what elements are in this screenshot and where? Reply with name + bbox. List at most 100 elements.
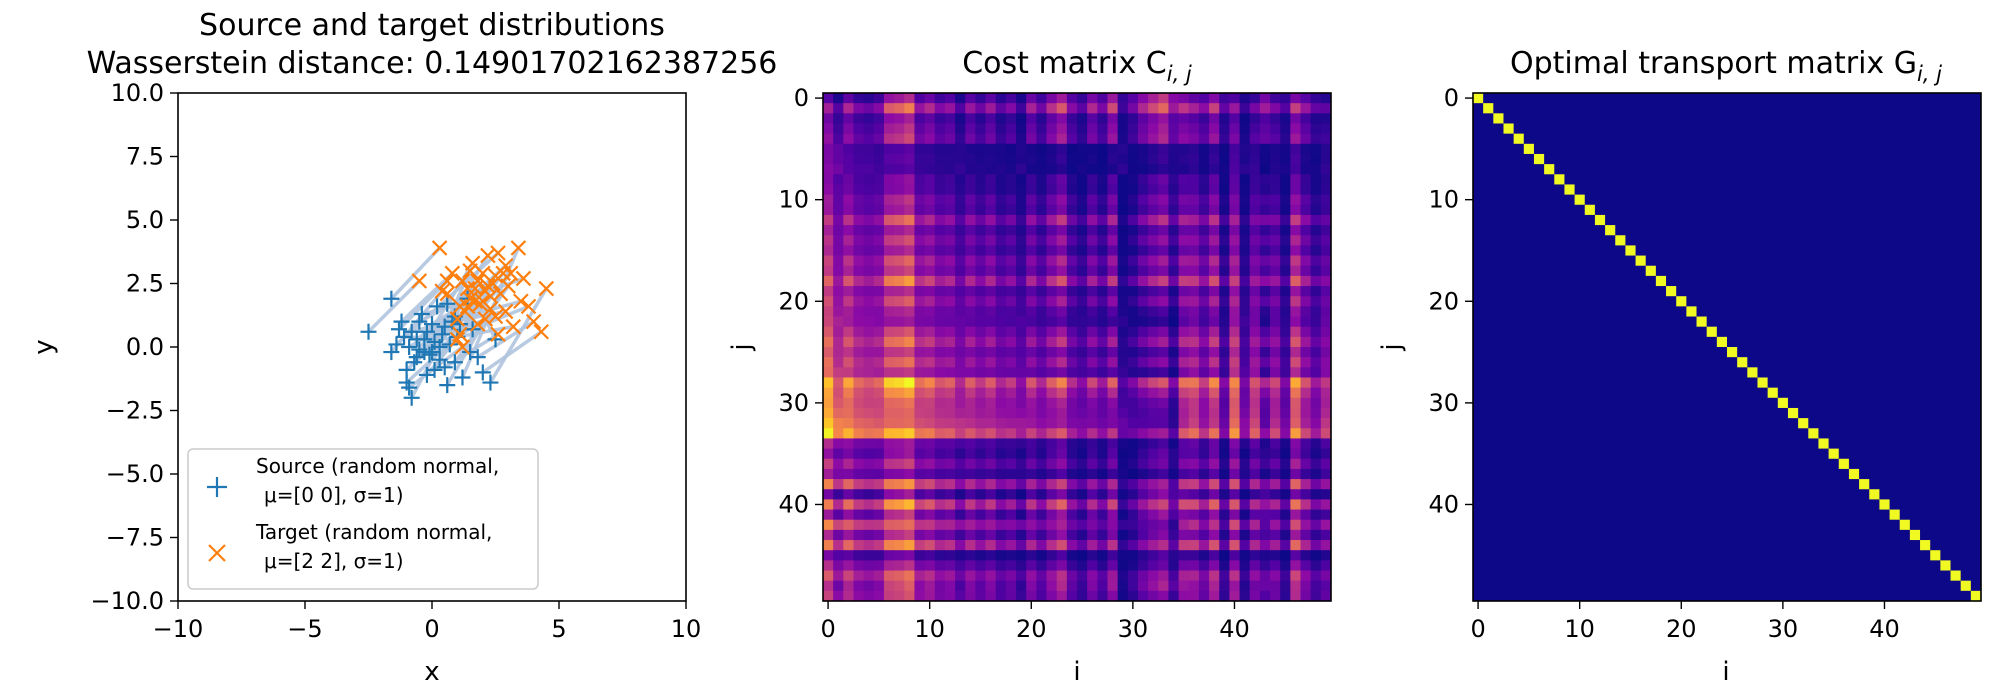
x-tick-label: 0 [424, 615, 439, 643]
cost-cell [863, 265, 875, 277]
cost-cell [1005, 184, 1017, 195]
cost-cell [863, 103, 875, 114]
cost-cell [1219, 103, 1230, 114]
cost-cell [1280, 387, 1291, 399]
cost-cell [1097, 214, 1108, 226]
cost-cell [1005, 448, 1017, 460]
cost-cell [1107, 590, 1119, 602]
cost-cell [1259, 509, 1271, 521]
cost-cell [1229, 296, 1240, 307]
cost-cell [1280, 468, 1291, 480]
cost-cell [1320, 418, 1332, 429]
source-point [436, 359, 453, 376]
cost-cell [853, 306, 865, 317]
cost-cell [833, 529, 844, 541]
cost-cell [1087, 265, 1098, 277]
cost-cell [1046, 133, 1058, 145]
cost-cell [1300, 143, 1312, 155]
cost-cell [1117, 296, 1129, 307]
cost-cell [853, 153, 865, 165]
legend-target-line2: μ=[2 2], σ=1) [264, 549, 404, 573]
cost-cell [955, 560, 966, 571]
cost-cell [1280, 123, 1291, 135]
mapping-line [367, 279, 421, 333]
cost-cell [955, 499, 966, 510]
cost-cell [833, 550, 844, 561]
cost-cell [823, 387, 834, 399]
cost-cell [955, 357, 966, 368]
cost-cell [1026, 326, 1037, 338]
cost-cell [965, 407, 976, 419]
cost-cell [955, 306, 966, 317]
cost-cell [1016, 143, 1027, 155]
cost-cell [1239, 113, 1251, 124]
target-point [467, 280, 483, 297]
cost-cell [1209, 509, 1220, 521]
cost-cell [1117, 509, 1129, 521]
transport-cell [1848, 468, 1860, 480]
cost-cell [1127, 448, 1139, 460]
cost-cell [934, 174, 946, 185]
cost-cell [1158, 499, 1169, 510]
cost-cell [1219, 367, 1230, 378]
transport-matrix-panel: Optimal transport matrix Gi, j 0 10 20 30 40… [1377, 46, 1982, 687]
transport-cell [1666, 286, 1677, 297]
cost-cell [873, 458, 885, 470]
cost-cell [924, 499, 936, 510]
cost-cell [1239, 448, 1251, 460]
scatter-x-ticks: −10 −5 0 5 10 [153, 601, 701, 643]
cost-cell [1117, 113, 1129, 124]
cost-cell [904, 438, 915, 449]
cost-cell [1066, 255, 1078, 267]
cost-cell [944, 519, 956, 531]
cost-cell [883, 509, 895, 521]
cost-cell [1320, 479, 1332, 490]
cost-cell [1107, 265, 1119, 277]
cost-cell [1198, 519, 1210, 531]
cost-cell [1229, 347, 1240, 358]
cost-cell [995, 509, 1007, 521]
cost-cell [995, 225, 1007, 236]
scatter-panel: Source and target distributions Wasserst… [29, 8, 777, 687]
cost-cell [1310, 143, 1322, 155]
transport-cell [1737, 357, 1748, 368]
cost-cell [1219, 458, 1230, 470]
cost-cell [853, 133, 865, 145]
cost-cell [1310, 570, 1322, 582]
cost-cell [965, 550, 976, 561]
cost-cell [1077, 255, 1088, 267]
cost-cell [975, 560, 986, 571]
source-point [401, 379, 418, 396]
cost-cell [1249, 133, 1261, 145]
cost-cell [1259, 296, 1271, 307]
cost-cell [1320, 103, 1332, 114]
cost-cell [1026, 540, 1037, 551]
cost-cell [975, 204, 986, 216]
target-point [510, 240, 527, 256]
cost-cell [1178, 468, 1190, 480]
cost-cell [843, 336, 854, 348]
cost-cell [1087, 316, 1098, 328]
cost-cell [1280, 418, 1291, 429]
cost-cell [1259, 468, 1271, 480]
cost-cell [883, 458, 895, 470]
target-point [505, 318, 522, 335]
cost-cell [863, 418, 875, 429]
cost-cell [1168, 540, 1179, 551]
cost-cell [944, 214, 956, 226]
cost-cell [924, 214, 936, 226]
cost-cell [1107, 194, 1119, 206]
cost-cell [1259, 347, 1271, 358]
cost-cell [853, 143, 865, 155]
cost-cell [1209, 418, 1220, 429]
cost-cell [914, 509, 925, 521]
cost-cell [843, 580, 854, 592]
cost-cell [1046, 214, 1058, 226]
cost-cell [1036, 367, 1047, 378]
cost-cell [883, 153, 895, 165]
cost-cell [955, 103, 966, 114]
cost-cell [1046, 204, 1058, 216]
cost-cell [1320, 235, 1332, 246]
cost-cell [1239, 347, 1251, 358]
cost-cell [1026, 93, 1037, 104]
